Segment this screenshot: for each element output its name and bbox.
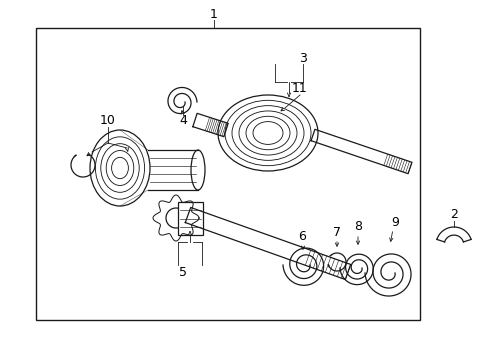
Bar (178, 202, 203, 235)
Text: 6: 6 (298, 230, 305, 243)
Text: 9: 9 (390, 216, 398, 229)
Text: 8: 8 (353, 220, 361, 234)
Ellipse shape (191, 150, 204, 190)
Ellipse shape (90, 130, 150, 206)
Text: 3: 3 (299, 51, 306, 64)
Bar (36, 28, 419, 320)
Text: 11: 11 (291, 81, 307, 94)
Text: 10: 10 (100, 113, 116, 126)
Text: 4: 4 (179, 113, 186, 126)
Text: 7: 7 (332, 225, 340, 238)
Text: 5: 5 (179, 266, 186, 279)
Text: 2: 2 (449, 208, 457, 221)
Text: 1: 1 (210, 8, 218, 21)
Ellipse shape (218, 95, 317, 171)
